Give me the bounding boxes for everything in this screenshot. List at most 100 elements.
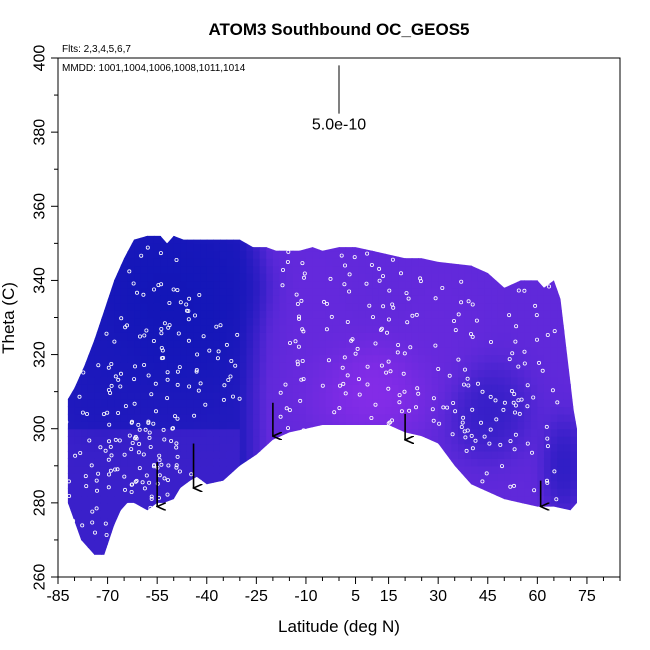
heatmap-cell xyxy=(530,465,538,474)
heatmap-cell xyxy=(497,539,505,548)
heatmap-cell xyxy=(74,465,82,474)
observation-point xyxy=(480,479,485,484)
heatmap-cell xyxy=(464,473,472,482)
heatmap-cell xyxy=(510,554,519,555)
heatmap-cell xyxy=(266,250,274,259)
heatmap-cell xyxy=(100,310,109,319)
heatmap-cell xyxy=(100,473,109,482)
heatmap-cell xyxy=(444,428,452,437)
heatmap-cell xyxy=(219,525,228,534)
heatmap-cell xyxy=(431,436,439,445)
heatmap-cell xyxy=(186,547,195,555)
heatmap-cell xyxy=(160,480,168,489)
heatmap-cell xyxy=(173,413,181,422)
heatmap-cell xyxy=(372,235,380,237)
heatmap-cell xyxy=(477,495,486,504)
heatmap-cell xyxy=(253,421,261,430)
heatmap-cell xyxy=(339,413,347,422)
heatmap-cell xyxy=(510,361,519,370)
heatmap-cell xyxy=(134,532,142,541)
observation-point xyxy=(494,417,499,422)
observation-point xyxy=(430,407,435,412)
heatmap-cell xyxy=(167,465,175,474)
heatmap-cell xyxy=(186,473,195,482)
heatmap-cell xyxy=(339,273,347,282)
heatmap-cell xyxy=(491,265,499,274)
heatmap-cell xyxy=(563,465,572,474)
heatmap-cell xyxy=(239,391,248,400)
heatmap-cell xyxy=(325,458,333,467)
heatmap-cell xyxy=(219,532,228,541)
heatmap-cell xyxy=(458,502,466,511)
heatmap-cell xyxy=(253,250,261,259)
heatmap-cell xyxy=(67,421,76,430)
heatmap-cell xyxy=(345,473,353,482)
observation-point xyxy=(525,441,530,446)
heatmap-cell xyxy=(193,376,201,385)
heatmap-cell xyxy=(477,258,486,267)
heatmap-cell xyxy=(385,406,393,415)
heatmap-cell xyxy=(81,428,89,437)
heatmap-cell xyxy=(200,399,208,408)
heatmap-cell xyxy=(424,532,433,541)
heatmap-cell xyxy=(319,324,327,333)
heatmap-cell xyxy=(431,361,439,370)
heatmap-cell xyxy=(385,295,393,304)
heatmap-cell xyxy=(491,436,499,445)
heatmap-cell xyxy=(67,532,69,541)
heatmap-cell xyxy=(239,465,248,474)
observation-point xyxy=(162,522,167,527)
heatmap-cell xyxy=(557,347,565,356)
heatmap-cell xyxy=(477,384,486,393)
heatmap-cell xyxy=(398,235,406,237)
heatmap-cell xyxy=(160,436,168,445)
heatmap-cell xyxy=(107,295,115,304)
arrows xyxy=(157,402,540,507)
heatmap-cell xyxy=(121,221,128,229)
heatmap-cell xyxy=(292,436,300,445)
heatmap-cell xyxy=(451,532,459,541)
heatmap-cell xyxy=(186,458,195,467)
heatmap-cell xyxy=(67,510,76,519)
heatmap-cell xyxy=(100,458,109,467)
heatmap-field xyxy=(67,221,584,570)
observation-point xyxy=(123,404,128,409)
heatmap-cell xyxy=(213,324,221,333)
heatmap-cell xyxy=(497,235,505,237)
heatmap-cell xyxy=(200,413,208,422)
heatmap-cell xyxy=(517,547,525,555)
heatmap-cell xyxy=(286,347,294,356)
observation-point xyxy=(337,383,342,388)
heatmap-cell xyxy=(405,221,412,229)
heatmap-cell xyxy=(504,406,512,415)
heatmap-cell xyxy=(530,384,538,393)
heatmap-cell xyxy=(246,324,254,333)
heatmap-cell xyxy=(524,480,532,489)
heatmap-cells xyxy=(67,221,584,570)
heatmap-cell xyxy=(107,235,115,237)
heatmap-cell xyxy=(81,317,89,326)
heatmap-cell xyxy=(286,413,294,422)
heatmap-cell xyxy=(226,310,234,319)
heatmap-cell xyxy=(233,235,241,237)
heatmap-cell xyxy=(153,384,162,393)
heatmap-cell xyxy=(180,450,188,459)
heatmap-cell xyxy=(365,406,373,415)
heatmap-cell xyxy=(385,235,393,244)
heatmap-cell xyxy=(107,510,115,519)
observation-point xyxy=(136,422,141,427)
heatmap-cell xyxy=(491,250,499,259)
heatmap-cell xyxy=(504,399,512,408)
heatmap-cell xyxy=(577,251,584,259)
heatmap-cell xyxy=(312,265,320,274)
heatmap-cell xyxy=(279,532,287,541)
heatmap-cell xyxy=(81,502,89,511)
observation-point xyxy=(342,355,347,360)
observation-point xyxy=(361,425,366,430)
heatmap-cell xyxy=(286,473,294,482)
heatmap-cell xyxy=(551,562,558,570)
heatmap-cell xyxy=(464,391,472,400)
heatmap-cell xyxy=(94,332,102,341)
heatmap-cell xyxy=(305,317,314,326)
heatmap-cell xyxy=(153,517,162,526)
